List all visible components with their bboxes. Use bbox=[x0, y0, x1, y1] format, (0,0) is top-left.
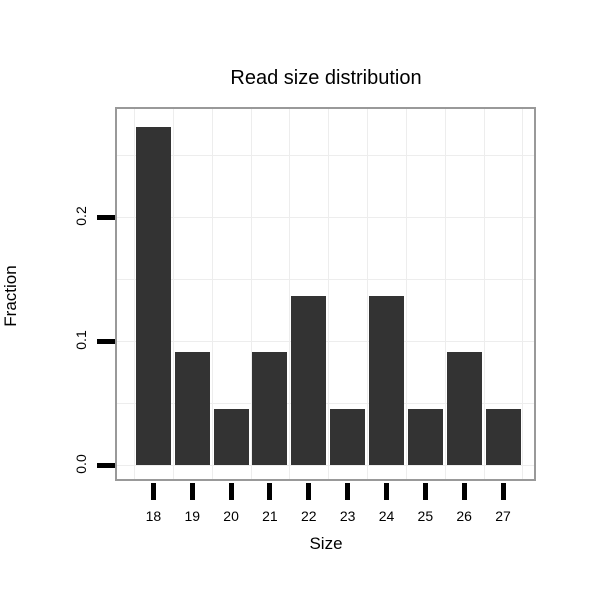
h-gridline bbox=[117, 155, 534, 156]
bar bbox=[485, 408, 521, 465]
v-gridline bbox=[250, 109, 252, 479]
x-axis-tick bbox=[189, 483, 195, 500]
v-gridline bbox=[367, 109, 369, 479]
bar bbox=[213, 408, 249, 465]
bar bbox=[330, 408, 366, 465]
bar bbox=[252, 352, 288, 465]
v-gridline bbox=[133, 109, 135, 479]
x-tick-label: 24 bbox=[378, 508, 395, 524]
v-gridline bbox=[328, 109, 330, 479]
v-gridline bbox=[211, 109, 213, 479]
v-gridline bbox=[483, 109, 485, 479]
x-tick-label: 26 bbox=[456, 508, 472, 524]
x-tick-label: 20 bbox=[223, 508, 239, 524]
y-axis-tick bbox=[97, 462, 115, 468]
v-gridline bbox=[172, 109, 174, 479]
v-gridline bbox=[405, 109, 407, 479]
x-tick-label: 27 bbox=[495, 508, 511, 524]
x-tick-label: 21 bbox=[262, 508, 278, 524]
bar bbox=[135, 126, 171, 465]
x-axis-tick bbox=[228, 483, 234, 500]
x-tick-label: 25 bbox=[417, 508, 434, 524]
bar bbox=[369, 295, 404, 465]
h-gridline bbox=[117, 465, 534, 466]
bar bbox=[446, 352, 482, 465]
x-tick-label: 22 bbox=[301, 508, 317, 524]
y-tick-label: 0.1 bbox=[73, 330, 89, 350]
y-axis-label: Fraction bbox=[1, 265, 20, 327]
x-axis-tick bbox=[422, 483, 428, 500]
bar bbox=[174, 352, 210, 465]
h-gridline bbox=[117, 217, 534, 218]
v-gridline bbox=[289, 109, 291, 479]
v-gridline bbox=[444, 109, 446, 479]
bar bbox=[407, 408, 443, 465]
x-axis-tick bbox=[461, 483, 467, 500]
h-gridline bbox=[117, 279, 534, 280]
v-gridline bbox=[522, 109, 524, 479]
y-tick-label: 0.0 bbox=[73, 454, 89, 474]
x-tick-label: 23 bbox=[339, 508, 356, 524]
chart-title: Read size distribution bbox=[230, 67, 422, 89]
x-axis-tick bbox=[150, 483, 156, 500]
x-axis-tick bbox=[345, 483, 351, 500]
x-tick-label: 18 bbox=[145, 508, 162, 524]
bar bbox=[291, 295, 327, 465]
x-axis-label: Size bbox=[309, 534, 343, 553]
y-tick-label: 0.2 bbox=[73, 206, 89, 226]
x-axis-tick bbox=[306, 483, 312, 500]
x-axis-tick bbox=[267, 483, 273, 500]
x-axis-tick bbox=[500, 483, 506, 500]
x-axis-tick bbox=[384, 483, 389, 500]
y-axis-tick bbox=[97, 214, 115, 220]
y-axis-tick bbox=[97, 338, 115, 344]
x-tick-label: 19 bbox=[184, 508, 201, 524]
